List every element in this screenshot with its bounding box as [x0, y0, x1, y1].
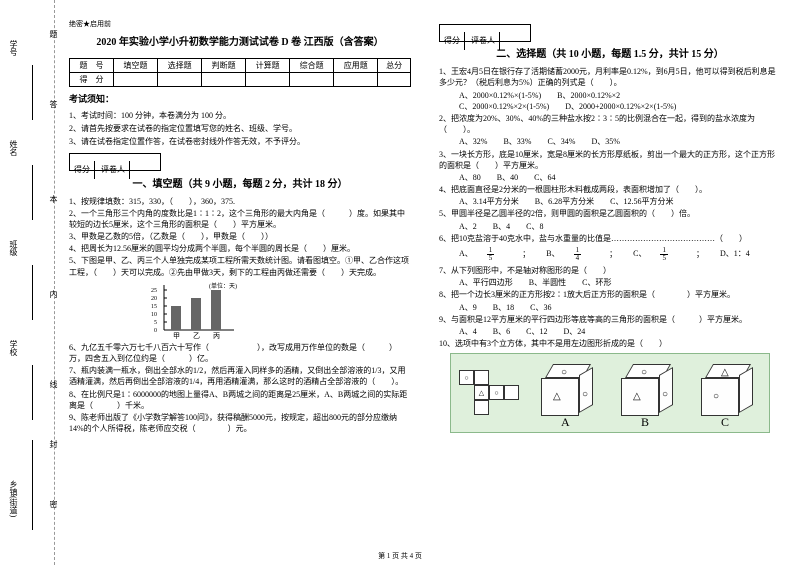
- net-cell-tri: △: [474, 385, 489, 400]
- cube-label-c: C: [721, 414, 729, 431]
- s2q6: 6、把10克盐溶于40克水中，盐与水重量的比值是…………………………………（ ）: [439, 233, 781, 244]
- chart-unit: (单位：天): [209, 282, 237, 290]
- section2-title: 二、选择题（共 10 小题，每题 1.5 分，共计 15 分）: [439, 48, 781, 62]
- score-label: 得分: [440, 32, 465, 50]
- bar-chart: (单位：天) 25 20 15 10 5 0 甲 乙 丙: [149, 280, 239, 340]
- side-line: [32, 440, 33, 530]
- th: 总分: [378, 58, 411, 72]
- s2q5-opts: A、2 B、4 C、8: [459, 221, 781, 232]
- s2q2-opts: A、32% B、33% C、34% D、35%: [459, 136, 781, 147]
- q1: 1、按规律填数：315，330，（ ），360，375.: [69, 196, 411, 207]
- svg-text:0: 0: [154, 328, 157, 334]
- side-line: [32, 265, 33, 320]
- circle-icon: ○: [561, 366, 567, 380]
- exam-title: 2020 年实验小学小升初数学能力测试试卷 D 卷 江西版（含答案）: [69, 36, 411, 50]
- secret-label: 绝密★启用前: [69, 20, 411, 30]
- q7: 7、瓶内装满一瓶水，倒出全部水的1/2，然后再灌入同样多的酒精，又倒出全部溶液的…: [69, 365, 411, 387]
- svg-text:25: 25: [151, 288, 157, 294]
- cube-net: ○ △ ○: [459, 370, 519, 420]
- svg-text:丙: 丙: [213, 332, 220, 340]
- s2q3-opts: A、80 B、40 C、64: [459, 172, 781, 183]
- th: 应用题: [334, 58, 378, 72]
- th: 判断题: [202, 58, 246, 72]
- net-cell-circle: ○: [459, 370, 474, 385]
- notice-item: 3、请在试卷指定位置作答，在试卷密封线外作答无效，不予评分。: [69, 136, 411, 147]
- s2q9: 9、与面积是12平方厘米的平行四边形等底等高的三角形的面积是（ ）平方厘米。: [439, 314, 781, 325]
- s2q2: 2、把浓度为20%、30%、40%的三种盐水按2∶3∶5的比例混合在一起，得到的…: [439, 113, 781, 135]
- s2q3: 3、一块长方形，底是10厘米，宽是8厘米的长方形厚纸板，剪出一个最大的正方形，这…: [439, 149, 781, 171]
- s2q1-opts2: C、2000×0.12%×2×(1-5%) D、2000+2000×0.12%×…: [459, 101, 781, 112]
- side-line: [32, 365, 33, 420]
- th: 计算题: [246, 58, 290, 72]
- s2q4: 4、把底面直径是2分米的一根圆柱形木料截成两段，表面积增加了（ ）。: [439, 184, 781, 195]
- s2q8: 8、把一个边长3厘米的正方形按2∶1放大后正方形的面积是（ ）平方厘米。: [439, 289, 781, 300]
- section-score-box: 得分 评卷人: [69, 153, 161, 171]
- side-field-name: 姓名: [8, 140, 19, 156]
- side-field-school: 学校: [8, 340, 19, 356]
- circle-icon: ○: [641, 366, 647, 380]
- notice-title: 考试须知：: [69, 93, 411, 106]
- cube-c: △ ○: [701, 364, 757, 420]
- side-field-id: 学号: [8, 40, 19, 56]
- th: 填空题: [114, 58, 158, 72]
- svg-text:15: 15: [151, 304, 157, 310]
- circle-icon: ○: [713, 390, 719, 404]
- s2q7: 7、从下列图形中，不是轴对称图形的是（ ）: [439, 265, 781, 276]
- page-footer: 第 1 页 共 4 页: [0, 551, 800, 561]
- svg-text:20: 20: [151, 296, 157, 302]
- notice-item: 1、考试时间：100 分钟，本卷满分为 100 分。: [69, 110, 411, 121]
- right-column: 得分 评卷人 二、选择题（共 10 小题，每题 1.5 分，共计 15 分） 1…: [425, 0, 795, 565]
- cube-label-a: A: [561, 414, 570, 431]
- q2: 2、一个三角形三个内角的度数比是1∶1∶2，这个三角形的最大内角是（ ）度。如果…: [69, 208, 411, 230]
- side-line: [32, 65, 33, 120]
- section-score-box: 得分 评卷人: [439, 24, 531, 42]
- s2q10: 10、选项中有3个立方体，其中不是用左边图形折成的是（ ）: [439, 338, 781, 349]
- s2q5: 5、甲圆半径是乙圆半径的2倍，则甲圆的面积是乙圆面积的（ ）倍。: [439, 208, 781, 219]
- th: 选择题: [158, 58, 202, 72]
- q6: 6、九亿五千零六万七千八百六十写作（ ），改写成用万作单位的数是（ ）万，四舍五…: [69, 342, 411, 364]
- s2q6-opts: A、15； B、14； C、15； D、1：4: [459, 247, 781, 262]
- side-line: [32, 165, 33, 220]
- svg-text:乙: 乙: [193, 332, 200, 340]
- s2q1: 1、王宏4月5日在银行存了活期储蓄2000元，月利率是0.12%，到6月5日，他…: [439, 66, 781, 88]
- notice-item: 2、请首先按要求在试卷的指定位置填写您的姓名、班级、学号。: [69, 123, 411, 134]
- q9: 9、陈老师出版了《小学数学解答100问》，获得稿酬5000元，按规定，超出800…: [69, 412, 411, 434]
- s2q7-opts: A、平行四边形 B、半圆性 C、环形: [459, 277, 781, 288]
- left-column: 绝密★启用前 2020 年实验小学小升初数学能力测试试卷 D 卷 江西版（含答案…: [55, 0, 425, 565]
- td: 得 分: [70, 72, 114, 86]
- grader-label: 评卷人: [97, 161, 130, 179]
- s2q1-opts: A、2000×0.12%×(1-5%) B、2000×0.12%×2: [459, 90, 781, 101]
- q8: 8、在比例尺是1∶6000000的地图上量得A、B两城之间的距离是25厘米，A、…: [69, 389, 411, 411]
- svg-text:10: 10: [151, 312, 157, 318]
- cube-b: ○ △ ○: [621, 364, 677, 420]
- svg-text:甲: 甲: [173, 332, 180, 340]
- circle-icon: ○: [662, 388, 668, 402]
- cube-a: ○ △ ○: [541, 364, 597, 420]
- svg-text:5: 5: [154, 320, 157, 326]
- th: 题 号: [70, 58, 114, 72]
- triangle-icon: △: [553, 390, 561, 404]
- q4: 4、把周长为12.56厘米的圆平均分成两个半圆，每个半圆的周长是（ ）厘米。: [69, 243, 411, 254]
- side-field-town: 乡镇(街道): [8, 480, 19, 517]
- circle-icon: ○: [582, 388, 588, 402]
- q5: 5、下图是甲、乙、丙三个人单独完成某项工程所需天数统计图。请看图填空。①甲、乙合…: [69, 255, 411, 277]
- cube-figure: ○ △ ○ ○ △ ○ ○ △ ○ △ ○ A: [450, 353, 770, 433]
- triangle-icon: △: [633, 390, 641, 404]
- s2q8-opts: A、9 B、18 C、36: [459, 302, 781, 313]
- s2q9-opts: A、4 B、6 C、12 D、24: [459, 326, 781, 337]
- binding-sidebar: 题 学号 答 姓名 本 班级 内 学校 线 封 乡镇(街道) 密: [0, 0, 55, 565]
- q3: 3、甲数是乙数的5倍，（乙数是（ ），甲数是（ ））: [69, 231, 411, 242]
- score-summary-table: 题 号 填空题 选择题 判断题 计算题 综合题 应用题 总分 得 分: [69, 58, 411, 87]
- net-cell-circle: ○: [489, 385, 504, 400]
- s2q4-opts: A、3.14平方分米 B、6.28平方分米 C、12.56平方分米: [459, 196, 781, 207]
- triangle-icon: △: [721, 366, 729, 380]
- score-label: 得分: [70, 161, 95, 179]
- grader-label: 评卷人: [467, 32, 500, 50]
- section1-title: 一、填空题（共 9 小题，每题 2 分，共计 18 分）: [69, 178, 411, 192]
- side-field-class: 班级: [8, 240, 19, 256]
- cube-label-b: B: [641, 414, 649, 431]
- th: 综合题: [290, 58, 334, 72]
